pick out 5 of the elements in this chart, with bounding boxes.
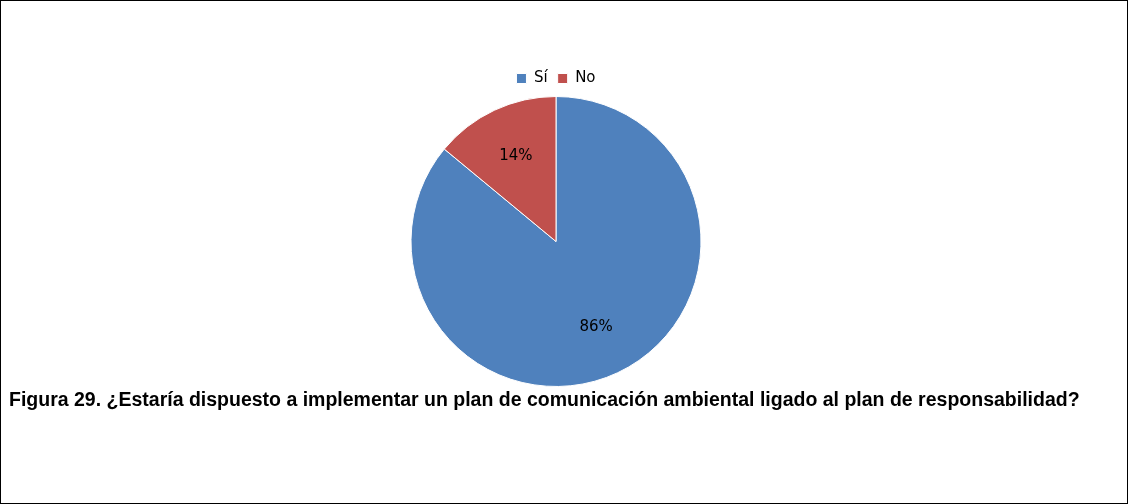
data-label: 86% [579, 316, 613, 335]
text: Figura 29. ¿Estaría dispuesto a implementar un plan de comunicación ambiental ligado al plan de responsabilidad? [9, 387, 1081, 412]
legend-label: No [575, 68, 596, 87]
legend-label: Sí [533, 68, 549, 87]
data-label: 14% [499, 146, 533, 165]
